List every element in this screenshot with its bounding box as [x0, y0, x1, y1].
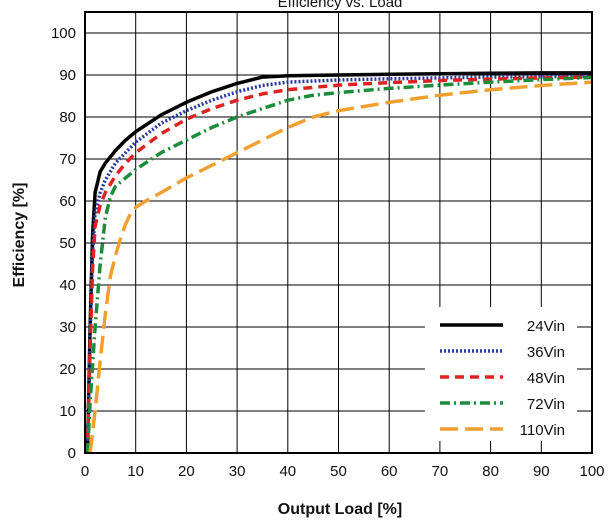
x-tick-label: 80	[482, 463, 499, 480]
y-tick-label: 70	[59, 151, 76, 168]
x-tick-label: 30	[229, 463, 246, 480]
series-line-72vin	[85, 75, 593, 454]
y-tick-label: 60	[59, 193, 76, 210]
x-tick-label: 40	[279, 463, 296, 480]
legend-label: 48Vin	[527, 370, 565, 387]
legend-label: 110Vin	[520, 422, 565, 439]
x-tick-label: 0	[81, 463, 89, 480]
plot-frame	[84, 11, 593, 454]
x-tick-label: 50	[330, 463, 347, 480]
y-tick-labels: 0 10 20 30 40 50 60 70 80 90 100	[51, 25, 76, 462]
legend-label: 36Vin	[527, 344, 565, 361]
legend-label: 24Vin	[527, 318, 565, 335]
y-tick-label: 80	[59, 109, 76, 126]
x-tick-label: 90	[533, 463, 550, 480]
x-tick-label: 20	[178, 463, 195, 480]
y-tick-label: 10	[59, 403, 76, 420]
y-tick-label: 0	[68, 445, 76, 462]
y-tick-label: 40	[59, 277, 76, 294]
legend-background	[425, 307, 577, 441]
x-tick-label: 70	[432, 463, 449, 480]
chart-title: Efficiency vs. Load	[278, 0, 403, 11]
y-tick-label: 50	[59, 235, 76, 252]
x-axis-title: Output Load [%]	[278, 501, 402, 518]
series-line-24vin	[85, 71, 592, 454]
y-tick-label: 90	[59, 67, 76, 84]
x-tick-label: 10	[127, 463, 144, 480]
series-line-36vin	[85, 74, 593, 454]
legend: 24Vin 36Vin 48Vin 72Vin 110Vin	[425, 307, 577, 441]
series-line-110vin	[88, 80, 593, 454]
x-tick-labels: 0 10 20 30 40 50 60 70 80 90 100	[81, 463, 605, 480]
y-tick-label: 100	[51, 25, 76, 42]
x-tick-label: 100	[579, 463, 604, 480]
series-curves	[85, 71, 593, 454]
y-tick-label: 20	[59, 361, 76, 378]
x-tick-label: 60	[381, 463, 398, 480]
y-axis-title: Efficiency [%]	[11, 183, 28, 288]
legend-label: 72Vin	[527, 396, 565, 413]
y-tick-label: 30	[59, 319, 76, 336]
